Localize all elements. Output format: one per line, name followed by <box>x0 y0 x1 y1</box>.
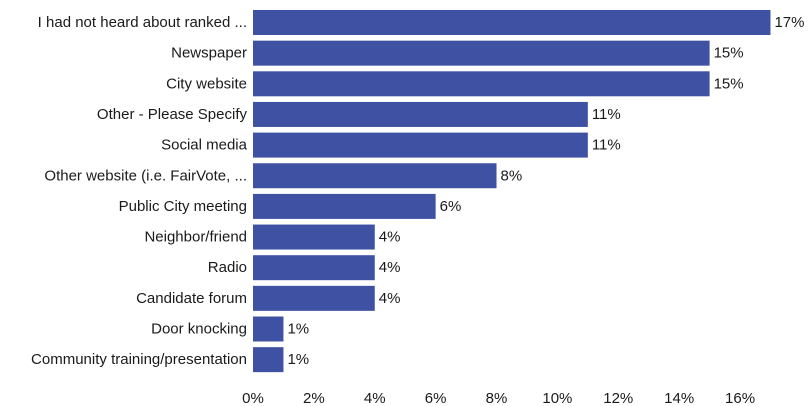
bars-group <box>253 10 771 373</box>
x-tick-label: 16% <box>725 390 755 406</box>
category-label: I had not heard about ranked ... <box>38 14 247 31</box>
x-axis-tick-labels: 0% 2% 4% 6% 8% 10% 12% 14% 16% <box>242 390 755 406</box>
category-labels: I had not heard about ranked ... Newspape… <box>31 14 248 368</box>
bar <box>253 101 588 127</box>
category-label: Door knocking <box>151 321 247 338</box>
bar <box>253 40 710 66</box>
x-tick-label: 14% <box>664 390 694 406</box>
category-label: Public City meeting <box>119 198 247 215</box>
value-label: 11% <box>592 137 621 154</box>
category-label: Neighbor/friend <box>144 229 247 246</box>
x-tick-label: 10% <box>542 390 572 406</box>
value-label: 4% <box>379 290 401 307</box>
value-labels: 17% 15% 15% 11% 11% 8% 6% 4% 4% 4% 1% 1% <box>287 14 804 368</box>
bar <box>253 10 771 35</box>
category-label: Community training/presentation <box>31 351 247 368</box>
value-label: 4% <box>379 259 401 276</box>
bar <box>253 193 436 219</box>
x-tick-label: 8% <box>486 390 508 406</box>
value-label: 15% <box>714 45 744 62</box>
value-label: 15% <box>714 75 744 92</box>
category-label: City website <box>166 75 247 92</box>
category-label: Newspaper <box>171 45 247 62</box>
x-tick-label: 6% <box>425 390 447 406</box>
x-tick-label: 2% <box>303 390 325 406</box>
category-label: Candidate forum <box>136 290 247 307</box>
category-label: Other - Please Specify <box>97 106 248 123</box>
bar <box>253 71 710 97</box>
bar <box>253 224 375 250</box>
bar <box>253 347 284 373</box>
value-label: 8% <box>501 167 523 184</box>
value-label: 11% <box>592 106 621 123</box>
bar <box>253 132 588 158</box>
bar <box>253 285 375 311</box>
value-label: 6% <box>440 198 462 215</box>
value-label: 1% <box>287 351 309 368</box>
value-label: 1% <box>287 321 309 338</box>
category-label: Other website (i.e. FairVote, ... <box>44 167 247 184</box>
x-tick-label: 12% <box>603 390 633 406</box>
bar <box>253 163 497 189</box>
x-tick-label: 0% <box>242 390 264 406</box>
bar <box>253 255 375 281</box>
category-label: Radio <box>208 259 247 276</box>
bar <box>253 316 284 342</box>
value-label: 17% <box>774 14 804 31</box>
value-label: 4% <box>379 229 401 246</box>
category-label: Social media <box>161 137 248 154</box>
x-tick-label: 4% <box>364 390 386 406</box>
